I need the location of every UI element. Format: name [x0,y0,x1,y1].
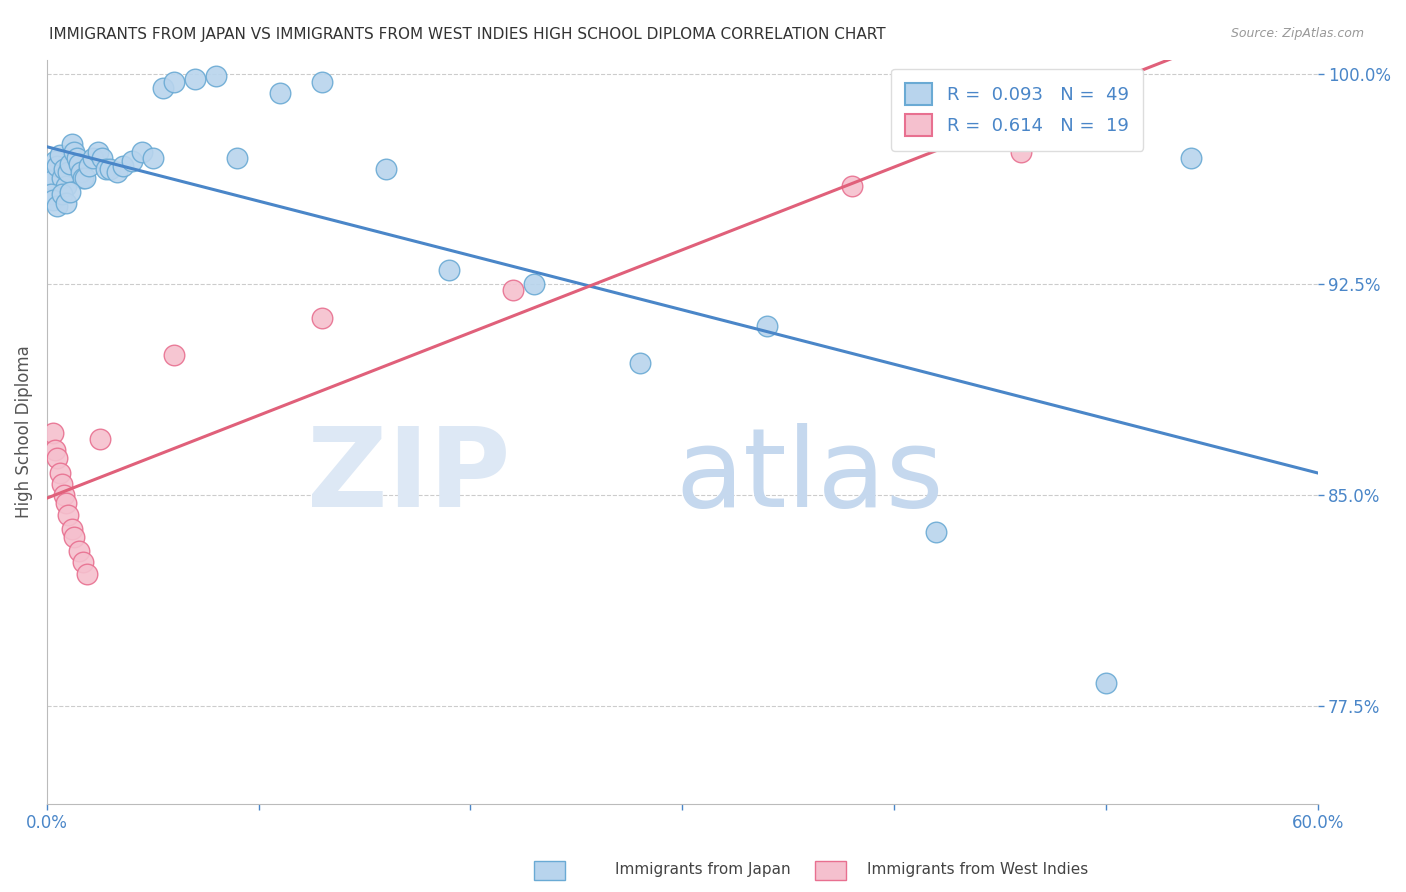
Point [1010,145,1032,160]
Point [52,488,75,502]
Point [46,199,69,213]
Point [51,170,73,185]
Point [82,151,104,165]
Point [72,556,94,570]
Point [226,151,249,165]
Point [56,165,79,179]
Point [184,72,207,87]
Text: ZIP: ZIP [308,423,510,530]
Point [72,170,94,185]
Point [925,524,948,539]
Point [67,544,90,558]
Point [86,145,108,160]
Point [121,153,143,168]
Point [63,145,86,160]
Point [269,87,291,101]
Point [46,159,69,173]
Point [46,451,69,466]
Point [100,162,122,177]
Legend: R =  0.093   N =  49, R =  0.614   N =  19: R = 0.093 N = 49, R = 0.614 N = 19 [891,69,1143,151]
Text: Immigrants from West Indies: Immigrants from West Indies [866,863,1088,877]
Y-axis label: High School Diploma: High School Diploma [15,345,32,518]
Point [39,168,62,182]
Point [112,159,135,173]
Point [1094,676,1116,690]
Point [44,443,66,458]
Point [73,170,96,185]
Point [51,476,73,491]
Point [55,179,77,194]
Point [311,311,333,326]
Point [39,187,62,202]
Point [67,156,90,170]
Point [152,80,174,95]
Point [205,70,228,84]
Point [163,75,186,89]
Point [105,165,128,179]
Point [1180,151,1202,165]
Point [52,162,75,177]
Point [63,530,86,544]
Point [131,145,153,160]
Point [55,195,77,210]
Text: Immigrants from Japan: Immigrants from Japan [616,863,790,877]
Point [42,426,65,441]
Point [163,347,186,361]
Point [56,508,79,522]
Point [142,151,165,165]
Point [55,496,77,510]
Text: atlas: atlas [675,423,943,530]
Point [77,159,100,173]
Point [59,185,82,199]
Point [48,466,70,480]
Point [502,283,524,297]
Point [60,522,83,536]
Point [76,566,98,581]
Text: Source: ZipAtlas.com: Source: ZipAtlas.com [1230,27,1364,40]
Point [65,151,87,165]
Point [439,263,461,277]
Point [628,356,651,370]
Point [311,75,333,89]
Point [59,156,82,170]
Point [96,162,118,177]
Text: IMMIGRANTS FROM JAPAN VS IMMIGRANTS FROM WEST INDIES HIGH SCHOOL DIPLOMA CORRELA: IMMIGRANTS FROM JAPAN VS IMMIGRANTS FROM… [49,27,886,42]
Point [42,193,65,207]
Point [841,179,863,194]
Point [374,162,396,177]
Point [91,151,114,165]
Point [44,153,66,168]
Point [60,136,83,151]
Point [48,148,70,162]
Point [89,432,111,446]
Point [42,173,65,187]
Point [51,187,73,202]
Point [69,165,91,179]
Point [755,319,778,334]
Point [523,277,546,292]
